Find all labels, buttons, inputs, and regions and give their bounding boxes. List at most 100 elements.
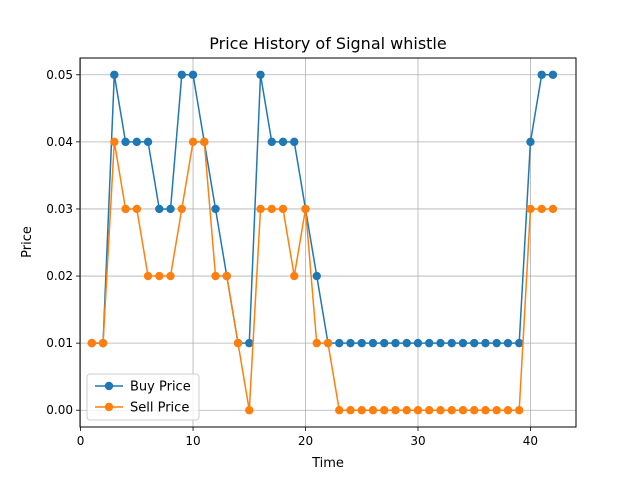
legend-sell-price-marker <box>104 402 114 412</box>
sell-price-point <box>323 338 333 348</box>
buy-price-point <box>458 338 468 348</box>
legend-buy-price-marker <box>104 381 114 391</box>
sell-price-point <box>413 406 423 415</box>
y-tick-label: 0.03 <box>46 202 73 216</box>
sell-price-point <box>312 338 321 348</box>
y-axis-label: Price <box>20 226 35 258</box>
sell-price-point <box>357 406 366 415</box>
sell-price-point <box>155 271 164 281</box>
sell-price-point <box>200 137 209 147</box>
x-tick-label: 0 <box>77 434 85 448</box>
sell-price-point <box>380 406 389 415</box>
buy-price-point <box>515 338 524 348</box>
y-tick-label: 0.05 <box>46 68 73 82</box>
sell-price-point <box>335 406 344 415</box>
series-layer <box>87 70 558 415</box>
buy-price-point <box>391 338 400 348</box>
buy-price-point <box>402 338 411 348</box>
sell-price-point <box>278 204 288 214</box>
x-axis-label: Time <box>311 456 344 471</box>
sell-price-point <box>346 406 355 415</box>
sell-price-point <box>391 406 400 415</box>
sell-price-point <box>267 204 276 214</box>
y-tick-label: 0.02 <box>46 269 73 283</box>
buy-price-point <box>267 137 276 147</box>
buy-price-point <box>211 204 220 214</box>
sell-price-point <box>402 406 411 415</box>
buy-price-point <box>503 338 513 348</box>
buy-price-point <box>413 338 423 348</box>
buy-price-point <box>470 338 479 348</box>
buy-price-point <box>110 70 119 79</box>
legend-buy-price-label: Buy Price <box>130 380 191 395</box>
sell-price-point <box>503 406 513 415</box>
buy-price-point <box>166 204 175 214</box>
buy-price-point <box>245 338 254 348</box>
buy-price-point <box>155 204 164 214</box>
sell-price-point <box>368 406 378 415</box>
x-tick-label: 40 <box>523 434 538 448</box>
sell-price-point <box>481 406 490 415</box>
x-tick-label: 20 <box>298 434 313 448</box>
y-tick-label: 0.00 <box>46 403 73 417</box>
sell-price-point <box>211 271 220 281</box>
axis-ticks: 0 10 20 30 40 0.00 0.01 0.02 0.03 0.04 0.05 <box>46 68 538 448</box>
buy-price-point <box>526 137 535 147</box>
buy-price-point <box>290 137 299 147</box>
chart-title: Price History of Signal whistle <box>209 34 446 53</box>
sell-price-point <box>222 271 231 281</box>
sell-price-point <box>143 271 153 281</box>
sell-price-point <box>121 204 130 214</box>
sell-price-point <box>470 406 479 415</box>
buy-price-point <box>368 338 378 348</box>
sell-price-point <box>548 204 558 214</box>
x-tick-label: 10 <box>185 434 200 448</box>
sell-price-point <box>526 204 535 214</box>
buy-price-point <box>380 338 389 348</box>
buy-price-point <box>177 70 186 79</box>
sell-price-point <box>515 406 524 415</box>
buy-price-point <box>481 338 490 348</box>
sell-price-point <box>301 204 310 214</box>
sell-price-point <box>447 406 456 415</box>
buy-price-point <box>256 70 265 79</box>
buy-price-point <box>537 70 546 79</box>
sell-price-point <box>245 406 254 415</box>
buy-price-point <box>132 137 141 147</box>
buy-price-point <box>335 338 344 348</box>
sell-price-point <box>98 338 108 348</box>
buy-price-point <box>143 137 153 147</box>
buy-price-point <box>188 70 198 79</box>
sell-price-point <box>87 338 97 348</box>
sell-price-point <box>537 204 546 214</box>
sell-price-point <box>177 204 186 214</box>
x-tick-label: 30 <box>410 434 425 448</box>
sell-price-point <box>436 406 445 415</box>
legend-sell-price-label: Sell Price <box>130 401 189 416</box>
sell-price-point <box>492 406 501 415</box>
sell-price-point <box>233 338 243 348</box>
buy-price-point <box>447 338 456 348</box>
y-tick-label: 0.01 <box>46 336 73 350</box>
buy-price-point <box>548 70 558 79</box>
legend: Buy Price Sell Price <box>86 373 200 421</box>
sell-price-point <box>132 204 141 214</box>
buy-price-point <box>436 338 445 348</box>
buy-price-point <box>492 338 501 348</box>
buy-price-point <box>346 338 355 348</box>
series-sell-price <box>87 137 558 415</box>
sell-price-point <box>110 137 119 147</box>
plot-frame <box>79 57 577 428</box>
buy-price-point <box>121 137 130 147</box>
sell-price-point <box>458 406 468 415</box>
buy-price-point <box>278 137 288 147</box>
sell-price-point <box>188 137 198 147</box>
buy-price-point <box>425 338 434 348</box>
sell-price-point <box>256 204 265 214</box>
buy-price-point <box>312 271 321 281</box>
y-tick-label: 0.04 <box>46 135 73 149</box>
buy-price-point <box>357 338 366 348</box>
sell-price-point <box>425 406 434 415</box>
sell-price-point <box>290 271 299 281</box>
